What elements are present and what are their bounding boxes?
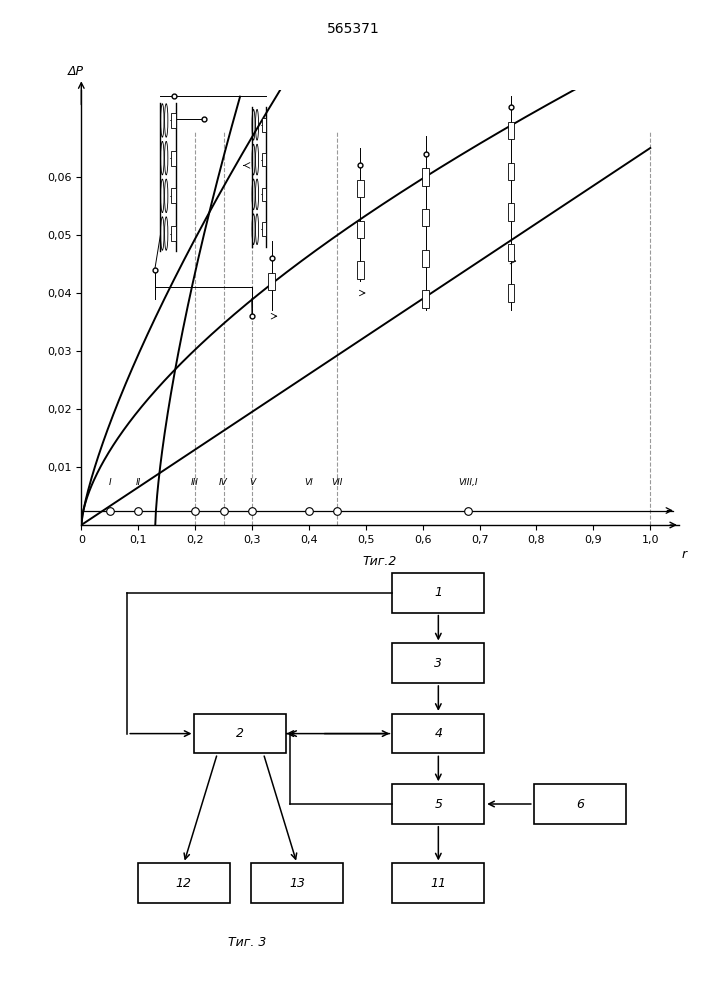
Bar (422, 168, 428, 186)
Bar (508, 244, 514, 261)
Text: 1: 1 (434, 586, 443, 599)
Text: IV: IV (219, 478, 228, 487)
Text: II: II (136, 478, 141, 487)
Text: I: I (108, 478, 111, 487)
Bar (508, 284, 514, 302)
Bar (392, 863, 484, 903)
Bar (262, 222, 266, 236)
Text: 13: 13 (289, 877, 305, 890)
Bar (508, 163, 514, 180)
Text: Τиг. 3: Τиг. 3 (228, 936, 267, 949)
Text: VIII,I: VIII,I (458, 478, 478, 487)
Text: 12: 12 (176, 877, 192, 890)
Bar (262, 153, 266, 166)
Bar (171, 151, 176, 166)
Text: 2: 2 (236, 727, 245, 740)
Bar (262, 188, 266, 201)
Text: III: III (191, 478, 199, 487)
Bar (422, 250, 428, 267)
Text: 5: 5 (434, 798, 443, 810)
Text: VI: VI (305, 478, 313, 487)
Bar (534, 784, 626, 824)
Text: VII: VII (332, 478, 343, 487)
Bar (357, 221, 363, 238)
Text: 565371: 565371 (327, 22, 380, 36)
Text: r: r (682, 548, 687, 561)
Text: 11: 11 (431, 877, 446, 890)
Bar (422, 209, 428, 226)
Bar (392, 784, 484, 824)
Text: 3: 3 (434, 657, 443, 670)
Text: 6: 6 (575, 798, 584, 810)
Text: ΔP: ΔP (68, 65, 83, 78)
Text: Τиг.2: Τиг.2 (363, 555, 397, 568)
Text: V: V (249, 478, 255, 487)
Bar (357, 180, 363, 197)
Bar (171, 188, 176, 203)
Bar (422, 290, 428, 308)
Text: 4: 4 (434, 727, 443, 740)
Bar (269, 273, 275, 290)
Bar (508, 203, 514, 221)
Bar (508, 122, 514, 139)
Bar (262, 118, 266, 132)
Bar (392, 643, 484, 683)
Bar (251, 863, 343, 903)
Bar (357, 261, 363, 278)
Bar (138, 863, 230, 903)
Bar (392, 714, 484, 753)
Bar (171, 226, 176, 241)
Bar (171, 113, 176, 128)
Bar (392, 573, 484, 613)
Bar (194, 714, 286, 753)
